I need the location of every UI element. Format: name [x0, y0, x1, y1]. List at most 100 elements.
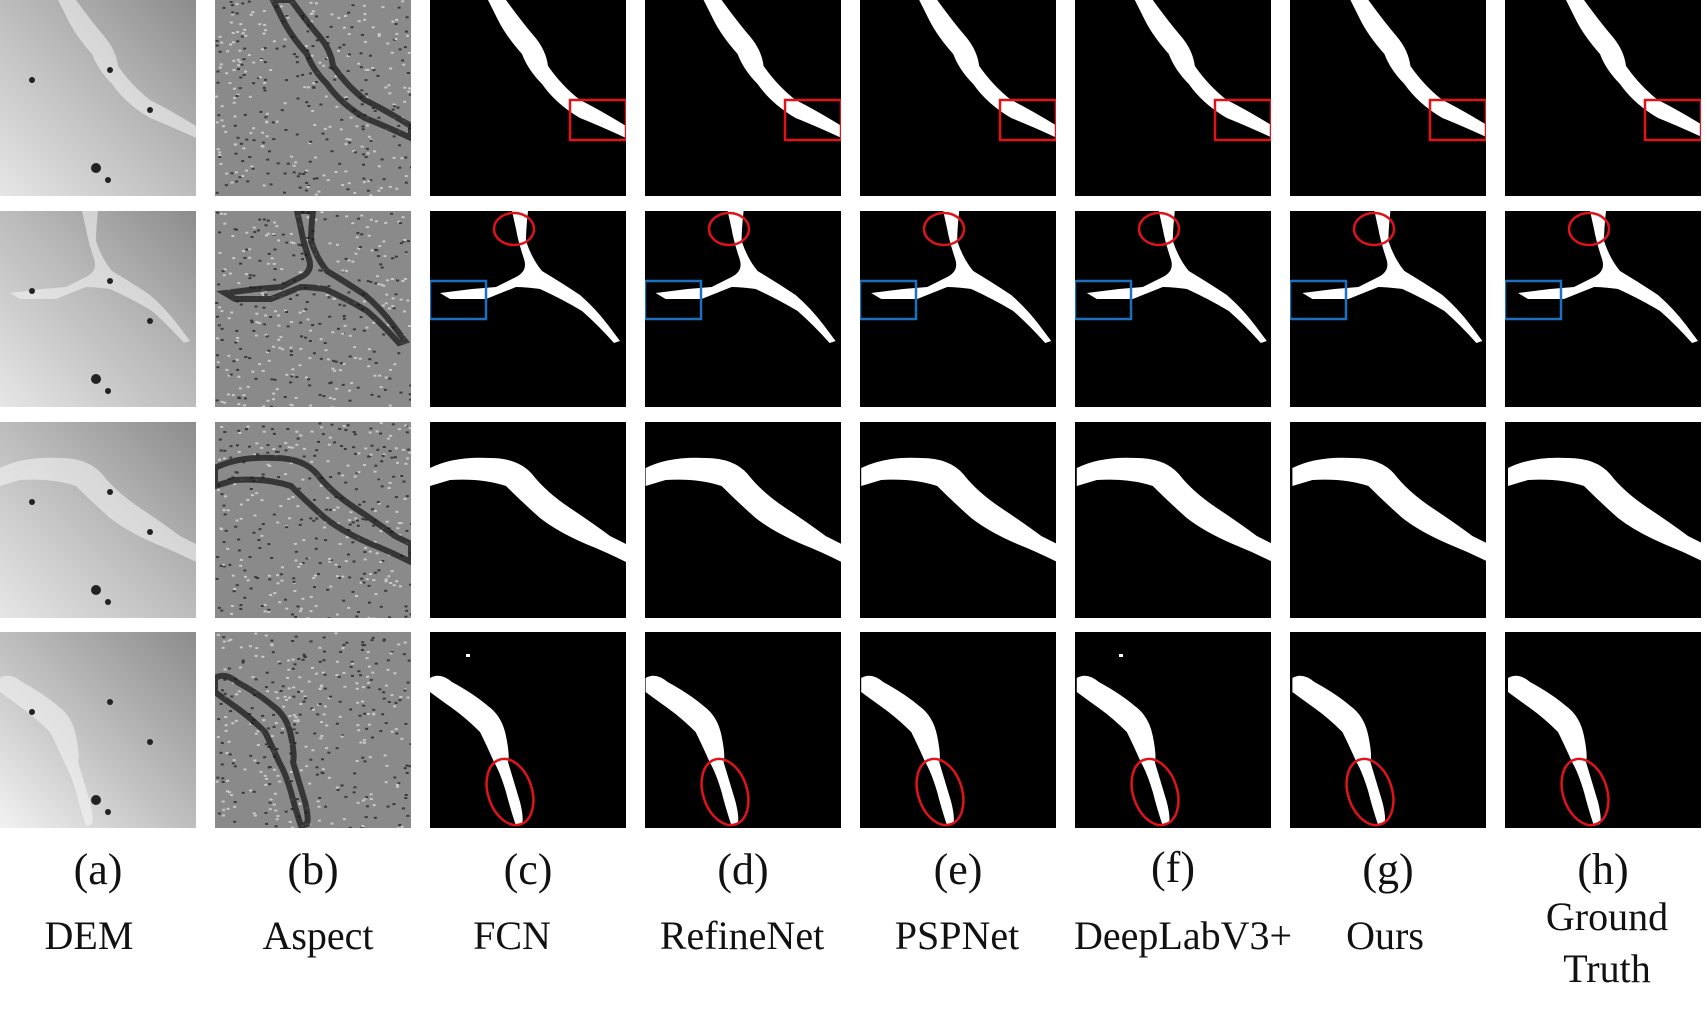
aspect-speckle — [393, 105, 397, 108]
aspect-speckle — [353, 786, 357, 789]
panel-c-row-2 — [430, 211, 626, 407]
aspect-speckle — [269, 594, 273, 596]
aspect-speckle — [360, 577, 364, 580]
aspect-speckle — [299, 769, 303, 772]
aspect-speckle — [312, 577, 316, 580]
aspect-speckle — [224, 184, 228, 187]
aspect-speckle — [379, 422, 383, 424]
aspect-speckle — [294, 635, 298, 638]
aspect-speckle — [346, 464, 350, 467]
aspect-speckle — [404, 797, 408, 799]
aspect-speckle — [290, 375, 294, 378]
aspect-speckle — [296, 719, 300, 722]
aspect-speckle — [377, 478, 381, 481]
aspect-speckle — [366, 713, 370, 715]
aspect-speckle — [344, 481, 348, 484]
label-name-ground-truth: Ground Truth — [1545, 894, 1669, 991]
aspect-speckle — [290, 826, 294, 828]
aspect-channel — [215, 454, 411, 566]
aspect-speckle — [324, 705, 327, 708]
aspect-speckle — [252, 812, 256, 815]
aspect-speckle — [352, 560, 356, 563]
aspect-speckle — [379, 530, 383, 532]
aspect-speckle — [262, 405, 266, 407]
aspect-speckle — [409, 743, 411, 746]
aspect-speckle — [239, 646, 243, 649]
aspect-speckle — [340, 445, 343, 447]
aspect-speckle — [223, 431, 227, 433]
aspect-speckle — [365, 805, 369, 808]
highlight-box-red — [1428, 98, 1486, 142]
aspect-speckle — [263, 61, 267, 64]
aspect-speckle — [298, 186, 302, 189]
dem-crater — [147, 318, 153, 324]
aspect-speckle — [228, 753, 232, 756]
aspect-speckle — [356, 701, 360, 704]
aspect-channel — [215, 672, 311, 828]
aspect-speckle — [357, 670, 361, 673]
aspect-speckle — [327, 296, 331, 299]
mask-region — [1350, 0, 1486, 137]
aspect-speckle — [395, 510, 399, 513]
aspect-speckle — [221, 800, 225, 803]
aspect-speckle — [283, 102, 287, 105]
aspect-speckle — [310, 430, 314, 433]
aspect-speckle — [254, 678, 258, 681]
aspect-speckle — [322, 395, 326, 398]
aspect-speckle — [279, 505, 283, 508]
aspect-speckle — [321, 132, 325, 135]
aspect-speckle — [323, 218, 327, 221]
aspect-speckle — [252, 139, 256, 142]
aspect-speckle — [338, 543, 342, 545]
aspect-speckle — [232, 360, 236, 363]
aspect-speckle — [342, 43, 346, 46]
aspect-speckle — [259, 59, 263, 62]
aspect-speckle — [367, 665, 371, 668]
label-letter-h: (h) — [1577, 845, 1629, 894]
aspect-speckle — [245, 428, 248, 431]
aspect-speckle — [285, 607, 289, 610]
aspect-speckle — [328, 242, 332, 245]
aspect-speckle — [350, 382, 354, 385]
aspect-speckle — [309, 404, 313, 407]
label-name-deeplabv3plus: DeepLabV3+ — [1073, 913, 1293, 958]
aspect-speckle — [312, 82, 316, 85]
aspect-speckle — [249, 722, 253, 725]
aspect-speckle — [219, 751, 223, 754]
aspect-speckle — [292, 254, 296, 257]
aspect-speckle — [359, 581, 363, 584]
aspect-speckle — [369, 453, 373, 456]
aspect-speckle — [315, 449, 319, 452]
aspect-speckle — [229, 21, 233, 24]
aspect-speckle — [371, 107, 375, 109]
label-letter-e: (e) — [933, 845, 983, 894]
highlight-box-red — [998, 98, 1056, 142]
aspect-speckle — [228, 563, 232, 566]
aspect-speckle — [231, 722, 235, 725]
aspect-speckle — [315, 773, 319, 776]
aspect-speckle — [405, 609, 409, 612]
mask-image — [1290, 0, 1486, 196]
panel-h-row-4 — [1505, 632, 1701, 828]
aspect-speckle — [322, 713, 326, 716]
aspect-speckle — [270, 639, 274, 642]
aspect-speckle — [392, 156, 396, 159]
aspect-speckle — [369, 138, 373, 141]
aspect-speckle — [371, 671, 375, 674]
aspect-speckle — [318, 797, 322, 799]
aspect-speckle — [254, 576, 258, 579]
aspect-speckle — [362, 300, 366, 303]
aspect-speckle — [293, 542, 297, 545]
aspect-speckle — [295, 55, 299, 58]
aspect-speckle — [303, 336, 307, 339]
aspect-speckle — [366, 675, 369, 678]
aspect-speckle — [254, 334, 258, 337]
aspect-speckle — [395, 785, 399, 788]
aspect-speckle — [394, 293, 398, 296]
aspect-speckle — [245, 231, 249, 234]
aspect-speckle — [267, 608, 271, 611]
aspect-speckle — [349, 708, 353, 711]
aspect-speckle — [235, 95, 239, 97]
aspect-speckle — [382, 240, 386, 243]
aspect-speckle — [272, 725, 276, 728]
